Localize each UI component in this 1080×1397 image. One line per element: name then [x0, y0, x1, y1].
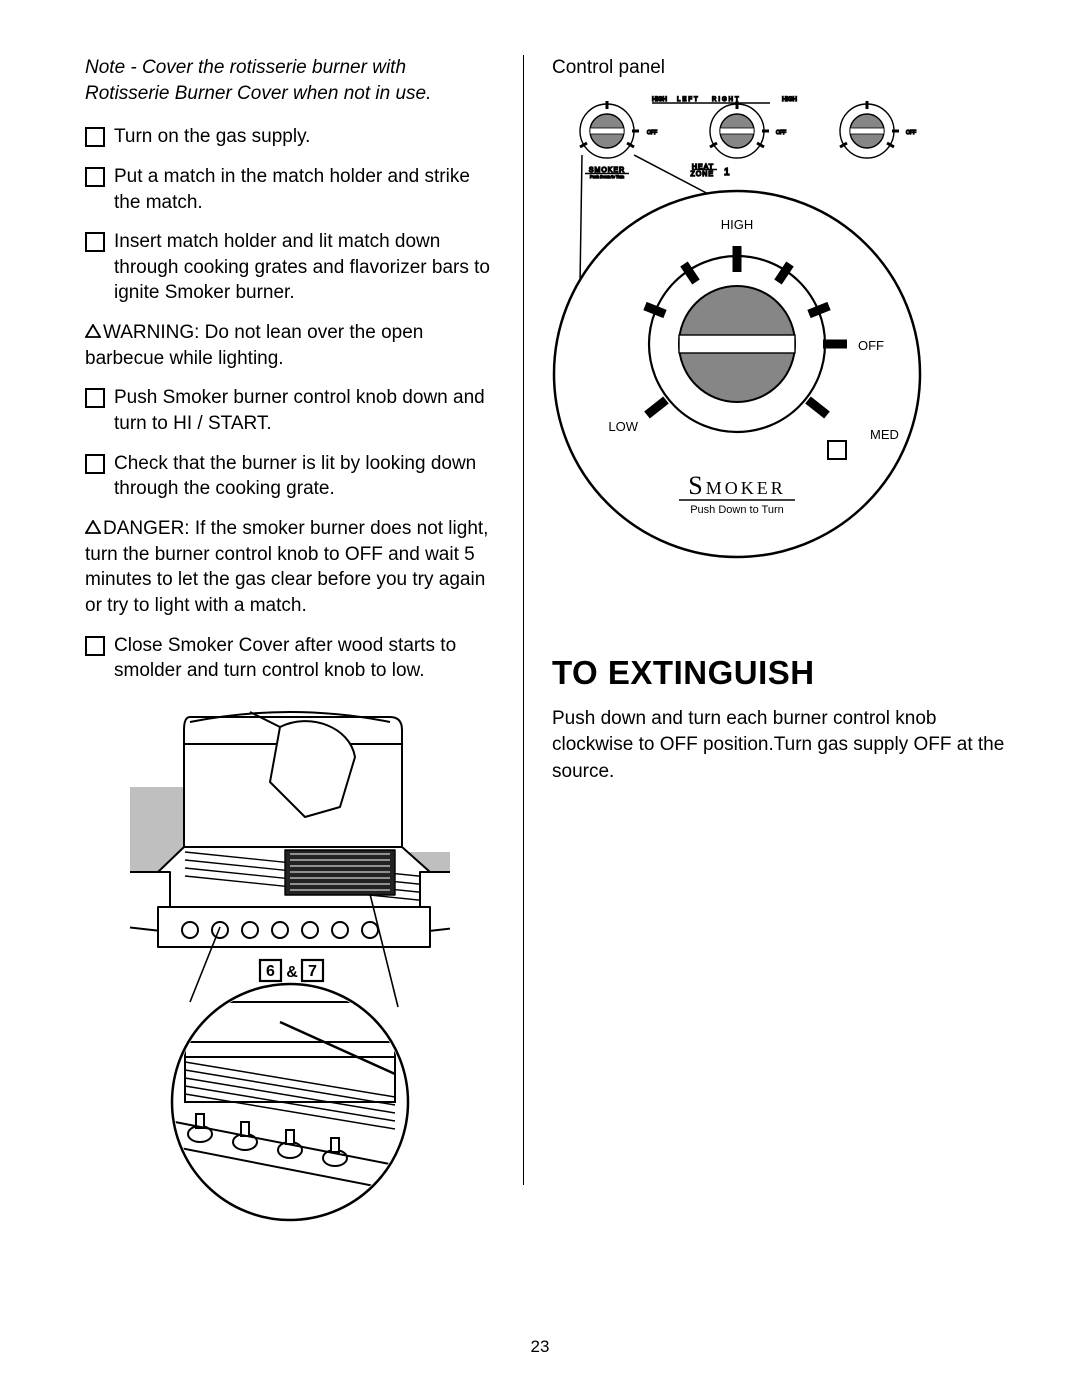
- column-separator: [523, 55, 524, 1185]
- page-number: 23: [0, 1337, 1080, 1357]
- svg-text:OFF: OFF: [858, 338, 884, 353]
- grill-figure: 6 & 7: [130, 702, 450, 1227]
- checkbox-icon: [85, 388, 105, 408]
- svg-text:OFF: OFF: [906, 130, 916, 136]
- svg-text:HIGH: HIGH: [652, 97, 667, 103]
- svg-text:HIGH: HIGH: [782, 97, 797, 103]
- checkbox-icon: [85, 127, 105, 147]
- checkbox-icon: [85, 454, 105, 474]
- warning-text: WARNING: Do not lean over the open barbe…: [85, 322, 423, 369]
- svg-text:ZONE: ZONE: [691, 171, 714, 178]
- warning-triangle-icon: [85, 324, 101, 338]
- checkbox-icon: [85, 232, 105, 252]
- svg-text:LEFT: LEFT: [677, 97, 700, 103]
- svg-text:LOW: LOW: [608, 419, 638, 434]
- step-5: Check that the burner is lit by looking …: [85, 451, 495, 502]
- svg-text:OFF: OFF: [776, 130, 786, 136]
- extinguish-heading: To Extinguish: [552, 654, 1022, 692]
- svg-text:Smoker: Smoker: [688, 471, 785, 500]
- svg-text:HIGH: HIGH: [721, 217, 754, 232]
- svg-text:7: 7: [308, 963, 317, 980]
- checkbox-icon: [85, 636, 105, 656]
- note-text: Note - Cover the rotisserie burner with …: [85, 55, 495, 106]
- step-2: Put a match in the match holder and stri…: [85, 164, 495, 215]
- warning-text: DANGER: If the smoker burner does not li…: [85, 518, 488, 616]
- control-panel-figure: HIGH LEFT RIGHT HIGH OFF OFF OFF SMOKER …: [552, 89, 922, 574]
- step-3: Insert match holder and lit match down t…: [85, 229, 495, 306]
- svg-text:1: 1: [724, 167, 730, 178]
- svg-text:MED: MED: [870, 427, 899, 442]
- extinguish-body: Push down and turn each burner control k…: [552, 706, 1022, 786]
- warning-2: DANGER: If the smoker burner does not li…: [85, 516, 495, 619]
- svg-text:Push Down to Turn: Push Down to Turn: [690, 504, 784, 516]
- step-6: Close Smoker Cover after wood starts to …: [85, 633, 495, 684]
- step-4: Push Smoker burner control knob down and…: [85, 385, 495, 436]
- warning-triangle-icon: [85, 520, 101, 534]
- svg-text:&: &: [286, 964, 298, 981]
- step-text: Turn on the gas supply.: [114, 124, 310, 150]
- svg-text:6: 6: [266, 963, 275, 980]
- step-text: Close Smoker Cover after wood starts to …: [114, 633, 495, 684]
- svg-text:OFF: OFF: [647, 130, 657, 136]
- step-badge: 6 & 7: [260, 960, 323, 981]
- step-text: Check that the burner is lit by looking …: [114, 451, 495, 502]
- step-text: Push Smoker burner control knob down and…: [114, 385, 495, 436]
- control-panel-label: Control panel: [552, 55, 1022, 81]
- step-text: Insert match holder and lit match down t…: [114, 229, 495, 306]
- checkbox-icon: [85, 167, 105, 187]
- warning-1: WARNING: Do not lean over the open barbe…: [85, 320, 495, 371]
- step-1: Turn on the gas supply.: [85, 124, 495, 150]
- step-text: Put a match in the match holder and stri…: [114, 164, 495, 215]
- svg-text:RIGHT: RIGHT: [712, 97, 741, 103]
- svg-text:Push Down to Turn: Push Down to Turn: [590, 174, 624, 179]
